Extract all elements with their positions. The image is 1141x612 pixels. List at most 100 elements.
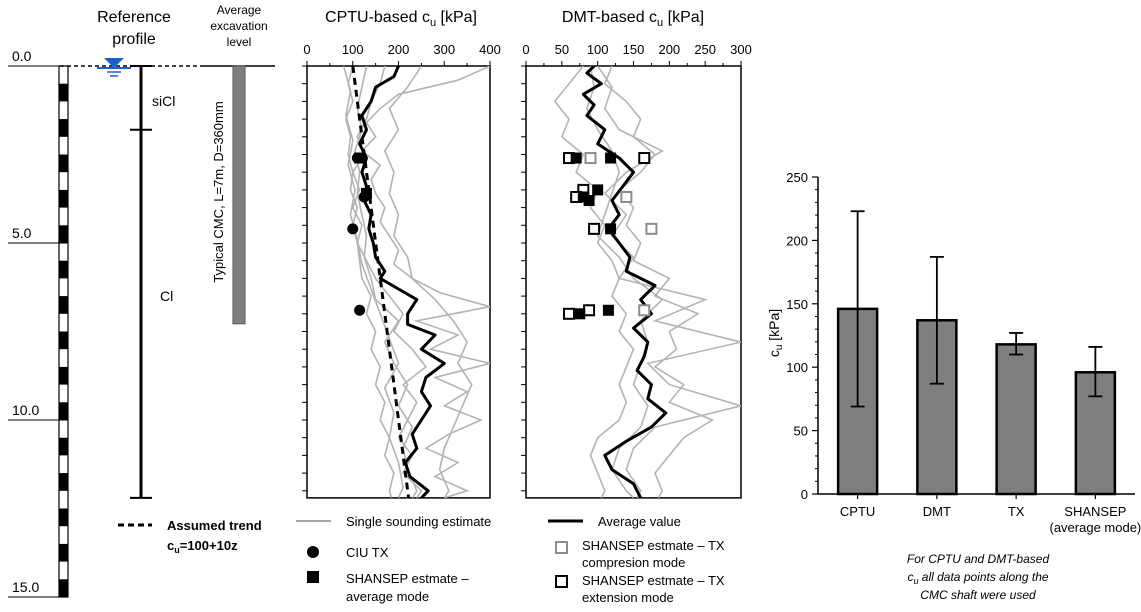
legend-shansep-avg-line1: SHANSEP estmate – <box>346 571 469 586</box>
cptu-average-line <box>358 66 446 498</box>
excavation-label-line1: Average <box>217 3 262 17</box>
cptu-panel: CPTU-based cu [kPa] 0 100 200 300 400 <box>302 9 501 499</box>
dmt-shansep-avg-point <box>602 304 614 316</box>
excavation-label-line2: excavation <box>210 19 267 33</box>
bar-caption-line2: cu all data points along the <box>907 570 1048 586</box>
legend-shansep-comp-marker <box>555 541 568 554</box>
depth-scale-segment <box>59 225 68 243</box>
depth-scale-segment <box>59 119 68 137</box>
dmt-xtick-label: 250 <box>694 42 716 57</box>
dmt-xtick-label: 0 <box>522 42 529 57</box>
dmt-shansep-avg-point <box>574 308 586 320</box>
legend: Assumed trend cu=100+10z Single sounding… <box>118 514 725 605</box>
depth-labels: 0.0 5.0 10.0 15.0 <box>8 48 68 598</box>
layer-label-sicl: siCl <box>152 93 175 109</box>
dmt-shansep-avg-point <box>605 223 617 235</box>
cptu-ciu-point <box>354 304 366 316</box>
legend-ciu-marker <box>307 546 319 558</box>
excavation-label-line3: level <box>227 35 252 49</box>
dmt-average-line <box>581 66 668 498</box>
bar-category-label: CPTU <box>840 504 875 519</box>
depth-scale-segment <box>59 543 68 562</box>
cptu-ciu-point <box>347 223 359 235</box>
bar-category-label: DMT <box>923 504 951 519</box>
dmt-sounding-line <box>553 66 635 498</box>
cptu-xtick-label: 0 <box>303 42 310 57</box>
depth-label: 0.0 <box>12 48 32 64</box>
legend-ciu-label: CIU TX <box>346 545 389 560</box>
dmt-shansep-avg-point <box>583 195 595 207</box>
profile-title-line2: profile <box>112 31 156 48</box>
dmt-shansep-ext-point <box>583 304 596 317</box>
soil-column <box>130 65 152 499</box>
dmt-shansep-ext-point <box>638 152 651 165</box>
dmt-xtick-label: 150 <box>623 42 645 57</box>
dmt-sounding-line <box>597 66 741 498</box>
legend-trend-equation: cu=100+10z <box>167 538 238 555</box>
dmt-title: DMT-based cu [kPa] <box>562 9 704 29</box>
legend-average-label: Average value <box>598 514 681 529</box>
depth-scale-segment <box>59 437 68 456</box>
cptu-data-area <box>342 66 490 498</box>
cptu-xtick-label: 300 <box>433 42 455 57</box>
bar-ytick-label: 100 <box>786 360 808 375</box>
cptu-title: CPTU-based cu [kPa] <box>325 9 477 29</box>
dmt-plot: 0 50 100 150 200 250 300 <box>521 42 752 499</box>
dmt-data-area <box>553 66 741 498</box>
cptu-plot: 0 100 200 300 400 <box>302 42 501 499</box>
bar-category-sublabel: (average mode) <box>1049 520 1141 535</box>
bar-plot: 0 50 100 150 200 250 CPTU DMT TX SHANSEP(average … <box>786 170 1141 535</box>
dmt-panel: DMT-based cu [kPa] 0 50 100 150 200 250 300 <box>521 9 752 499</box>
depth-scale <box>58 65 69 598</box>
depth-label: 5.0 <box>12 225 32 241</box>
dmt-shansep-avg-point <box>592 184 604 196</box>
legend-shansep-comp-line1: SHANSEP estmate – TX <box>582 538 725 553</box>
bar-category-label: TX <box>1008 504 1025 519</box>
dmt-xtick-label: 200 <box>658 42 680 57</box>
cptu-sounding-line <box>342 66 404 498</box>
legend-shansep-comp-line2: compresion mode <box>582 555 685 570</box>
depth-scale-segment <box>59 366 68 385</box>
legend-shansep-ext-line1: SHANSEP estmate – TX <box>582 573 725 588</box>
bar-ytick-label: 50 <box>794 424 808 439</box>
cptu-sounding-line <box>383 66 473 498</box>
depth-scale-segment <box>59 296 68 314</box>
dmt-shansep-ext-point <box>563 307 575 320</box>
dmt-shansep-avg-point <box>570 152 582 164</box>
depth-scale-segment <box>59 154 68 173</box>
cptu-shansep-avg-point <box>360 187 372 199</box>
cptu-sounding-line <box>351 66 428 498</box>
depth-scale-segment <box>59 260 68 279</box>
bar-ylabel: cu [kPa] <box>766 309 785 357</box>
dmt-shansep-comp-point <box>638 304 651 317</box>
reference-profile: Reference profile Average excavation lev… <box>8 3 275 598</box>
cptu-sounding-line <box>345 66 395 498</box>
cptu-sounding-line <box>360 66 490 498</box>
dmt-xtick-label: 300 <box>730 42 752 57</box>
dmt-shansep-comp-point <box>584 152 597 165</box>
cptu-trend-line <box>351 66 411 498</box>
dmt-xtick-label: 50 <box>555 42 569 57</box>
bar-ytick-label: 0 <box>801 487 808 502</box>
legend-shansep-avg-line2: average mode <box>346 589 429 604</box>
depth-scale-segment <box>59 508 68 527</box>
bar-ytick-label: 200 <box>786 233 808 248</box>
bar-category-label: SHANSEP <box>1064 504 1126 519</box>
bar-caption-line1: For CPTU and DMT-based <box>907 552 1050 566</box>
cptu-xtick-label: 400 <box>479 42 501 57</box>
depth-label: 10.0 <box>12 402 39 418</box>
bar-chart-panel: 0 50 100 150 200 250 CPTU DMT TX SHANSEP(average … <box>766 170 1141 602</box>
dmt-shansep-avg-point <box>605 152 617 164</box>
legend-shansep-ext-line2: extension mode <box>582 590 674 605</box>
legend-single-sounding-label: Single sounding estimate <box>346 514 491 529</box>
depth-scale-segment <box>59 331 68 350</box>
bar-caption-line3: CMC shaft were used <box>920 588 1036 602</box>
layer-label-cl: Cl <box>160 288 173 304</box>
dmt-shansep-comp-point <box>645 222 658 235</box>
legend-trend-label: Assumed trend <box>167 518 262 533</box>
bar-ytick-label: 150 <box>786 297 808 312</box>
cmc-column <box>232 65 246 325</box>
dmt-shansep-comp-point <box>620 190 633 203</box>
water-table-triangle-icon <box>97 58 131 77</box>
